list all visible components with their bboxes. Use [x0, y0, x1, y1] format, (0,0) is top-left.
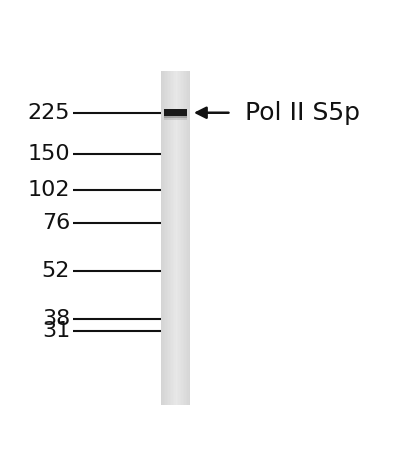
- Bar: [174, 71, 176, 405]
- Text: 150: 150: [28, 144, 70, 164]
- Bar: [164, 111, 187, 118]
- Text: 76: 76: [42, 212, 70, 233]
- Bar: [165, 71, 167, 405]
- Bar: [164, 109, 187, 116]
- Text: 31: 31: [42, 321, 70, 341]
- Text: 102: 102: [28, 180, 70, 200]
- Bar: [177, 71, 178, 405]
- Bar: [186, 71, 187, 405]
- Bar: [164, 109, 187, 116]
- Bar: [180, 71, 182, 405]
- Bar: [189, 71, 190, 405]
- Bar: [168, 71, 170, 405]
- Bar: [182, 71, 183, 405]
- Bar: [162, 71, 164, 405]
- Text: 38: 38: [42, 309, 70, 329]
- Bar: [184, 71, 186, 405]
- Text: 225: 225: [28, 103, 70, 123]
- Bar: [178, 71, 180, 405]
- Bar: [161, 71, 162, 405]
- Bar: [183, 71, 184, 405]
- Bar: [176, 71, 177, 405]
- Text: 52: 52: [42, 261, 70, 281]
- Text: Pol II S5p: Pol II S5p: [245, 101, 360, 125]
- Bar: [164, 112, 187, 121]
- Bar: [187, 71, 189, 405]
- Bar: [170, 71, 171, 405]
- Bar: [171, 71, 173, 405]
- Bar: [164, 71, 165, 405]
- Bar: [167, 71, 168, 405]
- Bar: [173, 71, 174, 405]
